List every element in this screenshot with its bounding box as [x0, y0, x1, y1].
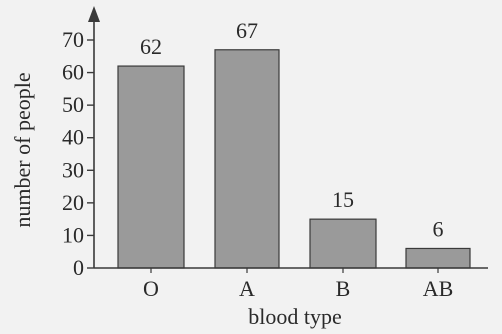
x-tick-label: A [239, 276, 255, 301]
y-tick-label: 40 [62, 125, 84, 150]
y-axis-title: number of people [10, 72, 35, 227]
bar-o [117, 65, 185, 269]
data-label: 67 [236, 18, 258, 43]
x-tick-label: O [143, 276, 159, 301]
bars-layer [117, 49, 471, 269]
y-tick-label: 60 [62, 60, 84, 85]
data-label: 15 [332, 187, 354, 212]
labels-layer: O 62 A 67 B 15 AB 6 [140, 18, 453, 301]
data-label: 62 [140, 34, 162, 59]
x-axis-title: blood type [248, 304, 342, 329]
y-axis-arrow [88, 6, 100, 22]
axes-layer [88, 6, 488, 269]
y-tick-label: 20 [62, 190, 84, 215]
y-tick-label: 30 [62, 157, 84, 182]
y-tick-label: 10 [62, 222, 84, 247]
bar-a [214, 49, 280, 269]
y-tick-label: 0 [73, 255, 84, 280]
x-tick-label: AB [423, 276, 454, 301]
data-label: 6 [433, 216, 444, 241]
bar-ab [405, 247, 471, 269]
y-tick-label: 70 [62, 27, 84, 52]
y-tick-label: 50 [62, 92, 84, 117]
y-ticks: 0 10 20 30 40 50 60 70 [62, 27, 94, 280]
bar-b [309, 218, 377, 269]
x-tick-label: B [336, 276, 351, 301]
